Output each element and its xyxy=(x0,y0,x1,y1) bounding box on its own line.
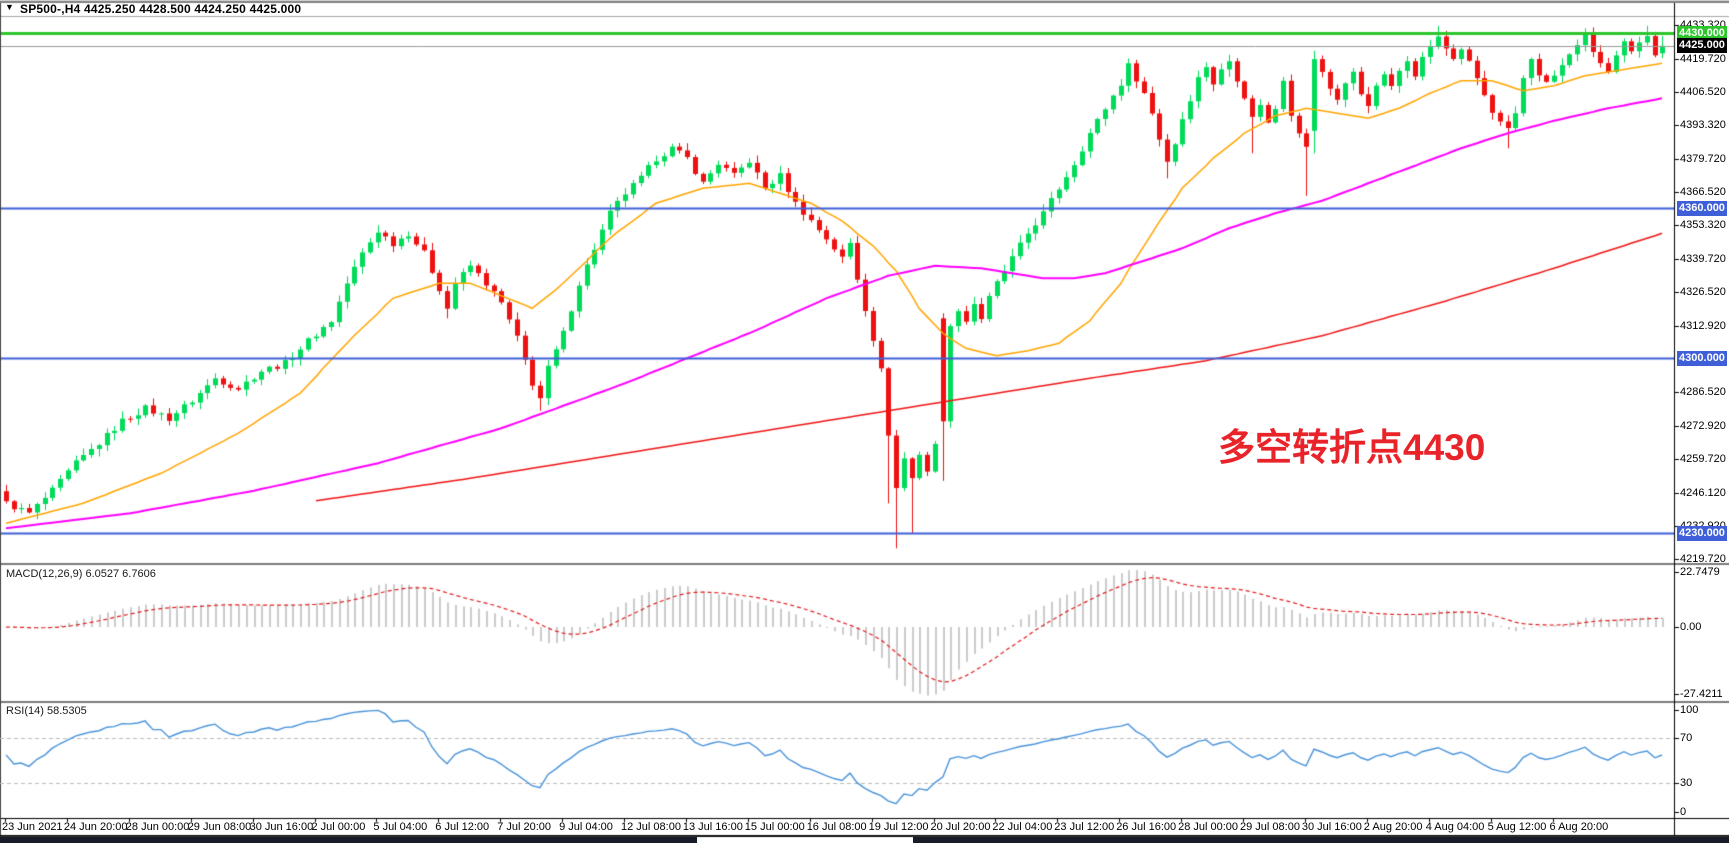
date-label: 6 Jul 12:00 xyxy=(435,821,490,833)
price-badge-4300[interactable]: 4300.000 xyxy=(1677,350,1727,366)
price-tick-label: 4312.920 xyxy=(1680,320,1726,332)
macd-indicator-label: MACD(12,26,9) 6.0527 6.7606 xyxy=(6,568,156,580)
price-badge-4360[interactable]: 4360.000 xyxy=(1677,200,1727,216)
price-tick-label: 4393.320 xyxy=(1680,119,1726,131)
date-label: 15 Jul 00:00 xyxy=(744,821,805,833)
date-label: 22 Jul 04:00 xyxy=(992,821,1053,833)
price-tick-label: 4366.520 xyxy=(1680,186,1726,198)
rsi-tick-label: 30 xyxy=(1680,777,1693,789)
price-badge-4425[interactable]: 4425.000 xyxy=(1677,38,1727,54)
price-tick-label: 4326.520 xyxy=(1680,286,1726,298)
date-label: 2 Jul 00:00 xyxy=(311,821,366,833)
date-label: 4 Aug 04:00 xyxy=(1425,821,1485,833)
date-label: 23 Jul 12:00 xyxy=(1054,821,1115,833)
price-tick-label: 4286.520 xyxy=(1680,386,1726,398)
date-label: 2 Aug 20:00 xyxy=(1363,821,1423,833)
price-tick-label: 4339.720 xyxy=(1680,253,1726,265)
date-label: 5 Jul 04:00 xyxy=(373,821,428,833)
price-tick-label: 4272.920 xyxy=(1680,420,1726,432)
date-label: 12 Jul 08:00 xyxy=(621,821,681,833)
date-label: 30 Jul 16:00 xyxy=(1301,821,1362,833)
rsi-tick-label: 100 xyxy=(1680,704,1699,716)
price-tick-label: 4406.520 xyxy=(1680,86,1726,98)
price-tick-label: 4379.720 xyxy=(1680,153,1726,165)
rsi-indicator-label: RSI(14) 58.5305 xyxy=(6,705,87,717)
bottom-scrollbar-left[interactable] xyxy=(0,837,697,843)
text-annotation-turning-point[interactable]: 多空转折点4430 xyxy=(1218,427,1486,468)
rsi-tick-label: 70 xyxy=(1680,732,1693,744)
date-label: 16 Jul 08:00 xyxy=(806,821,867,833)
date-label: 29 Jun 08:00 xyxy=(187,821,252,833)
chart-title-ohlc: SP500-,H4 4425.250 4428.500 4424.250 442… xyxy=(20,2,302,16)
date-label: 24 Jun 20:00 xyxy=(63,821,128,833)
date-label: 19 Jul 12:00 xyxy=(868,821,929,833)
date-label: 30 Jun 16:00 xyxy=(249,821,314,833)
price-tick-label: 4219.720 xyxy=(1680,553,1726,565)
date-label: 26 Jul 16:00 xyxy=(1116,821,1177,833)
date-label: 28 Jul 00:00 xyxy=(1178,821,1239,833)
date-label: 28 Jun 00:00 xyxy=(125,821,190,833)
price-tick-label: 4419.720 xyxy=(1680,53,1726,65)
symbol-dropdown-icon[interactable]: ▼ xyxy=(5,2,14,12)
date-label: 6 Aug 20:00 xyxy=(1549,821,1609,833)
price-tick-label: 4259.720 xyxy=(1680,453,1726,465)
price-tick-label: 4246.120 xyxy=(1680,487,1726,499)
macd-tick-label: -27.4211 xyxy=(1680,688,1723,700)
price-tick-label: 4353.320 xyxy=(1680,219,1726,231)
date-label: 20 Jul 20:00 xyxy=(930,821,991,833)
date-label: 29 Jul 08:00 xyxy=(1240,821,1300,833)
price-badge-4430[interactable]: 4430.000 xyxy=(1677,25,1727,41)
macd-tick-label: 22.7479 xyxy=(1680,566,1720,578)
date-label: 7 Jul 20:00 xyxy=(497,821,552,833)
date-label: 23 Jun 2021 xyxy=(2,821,63,833)
price-badge-4230[interactable]: 4230.000 xyxy=(1677,525,1727,541)
date-label: 5 Aug 12:00 xyxy=(1487,821,1547,833)
bottom-scrollbar-right[interactable] xyxy=(913,837,1729,843)
date-label: 9 Jul 04:00 xyxy=(559,821,613,833)
macd-tick-label: 0.00 xyxy=(1680,621,1702,633)
date-label: 13 Jul 16:00 xyxy=(682,821,743,833)
rsi-tick-label: 0 xyxy=(1680,806,1687,818)
